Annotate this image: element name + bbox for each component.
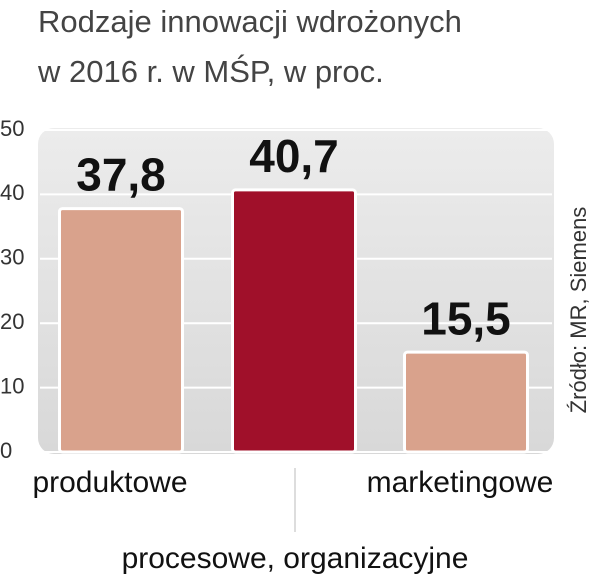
chart-title: Rodzaje innowacji wdrożonych	[38, 4, 462, 39]
bar	[231, 188, 357, 454]
chart-title: w 2016 r. w MŚP, w proc.	[37, 53, 384, 89]
y-tick-label: 0	[0, 438, 12, 463]
bar	[403, 350, 529, 454]
x-tick-label: procesowe, organizacyjne	[122, 542, 469, 575]
y-tick-label: 30	[0, 245, 24, 270]
source: Źródło: MR, Siemens	[566, 207, 591, 414]
y-tick-label: 10	[0, 373, 24, 398]
y-tick-label: 40	[0, 180, 24, 205]
value-label: 40,7	[249, 130, 339, 182]
value-label: 15,5	[421, 292, 511, 344]
bar	[58, 207, 184, 454]
x-tick-label: produktowe	[32, 466, 187, 499]
y-tick-label: 20	[0, 309, 24, 334]
y-tick-label: 50	[0, 116, 24, 141]
x-tick-label: marketingowe	[367, 466, 554, 499]
value-label: 37,8	[76, 149, 166, 201]
